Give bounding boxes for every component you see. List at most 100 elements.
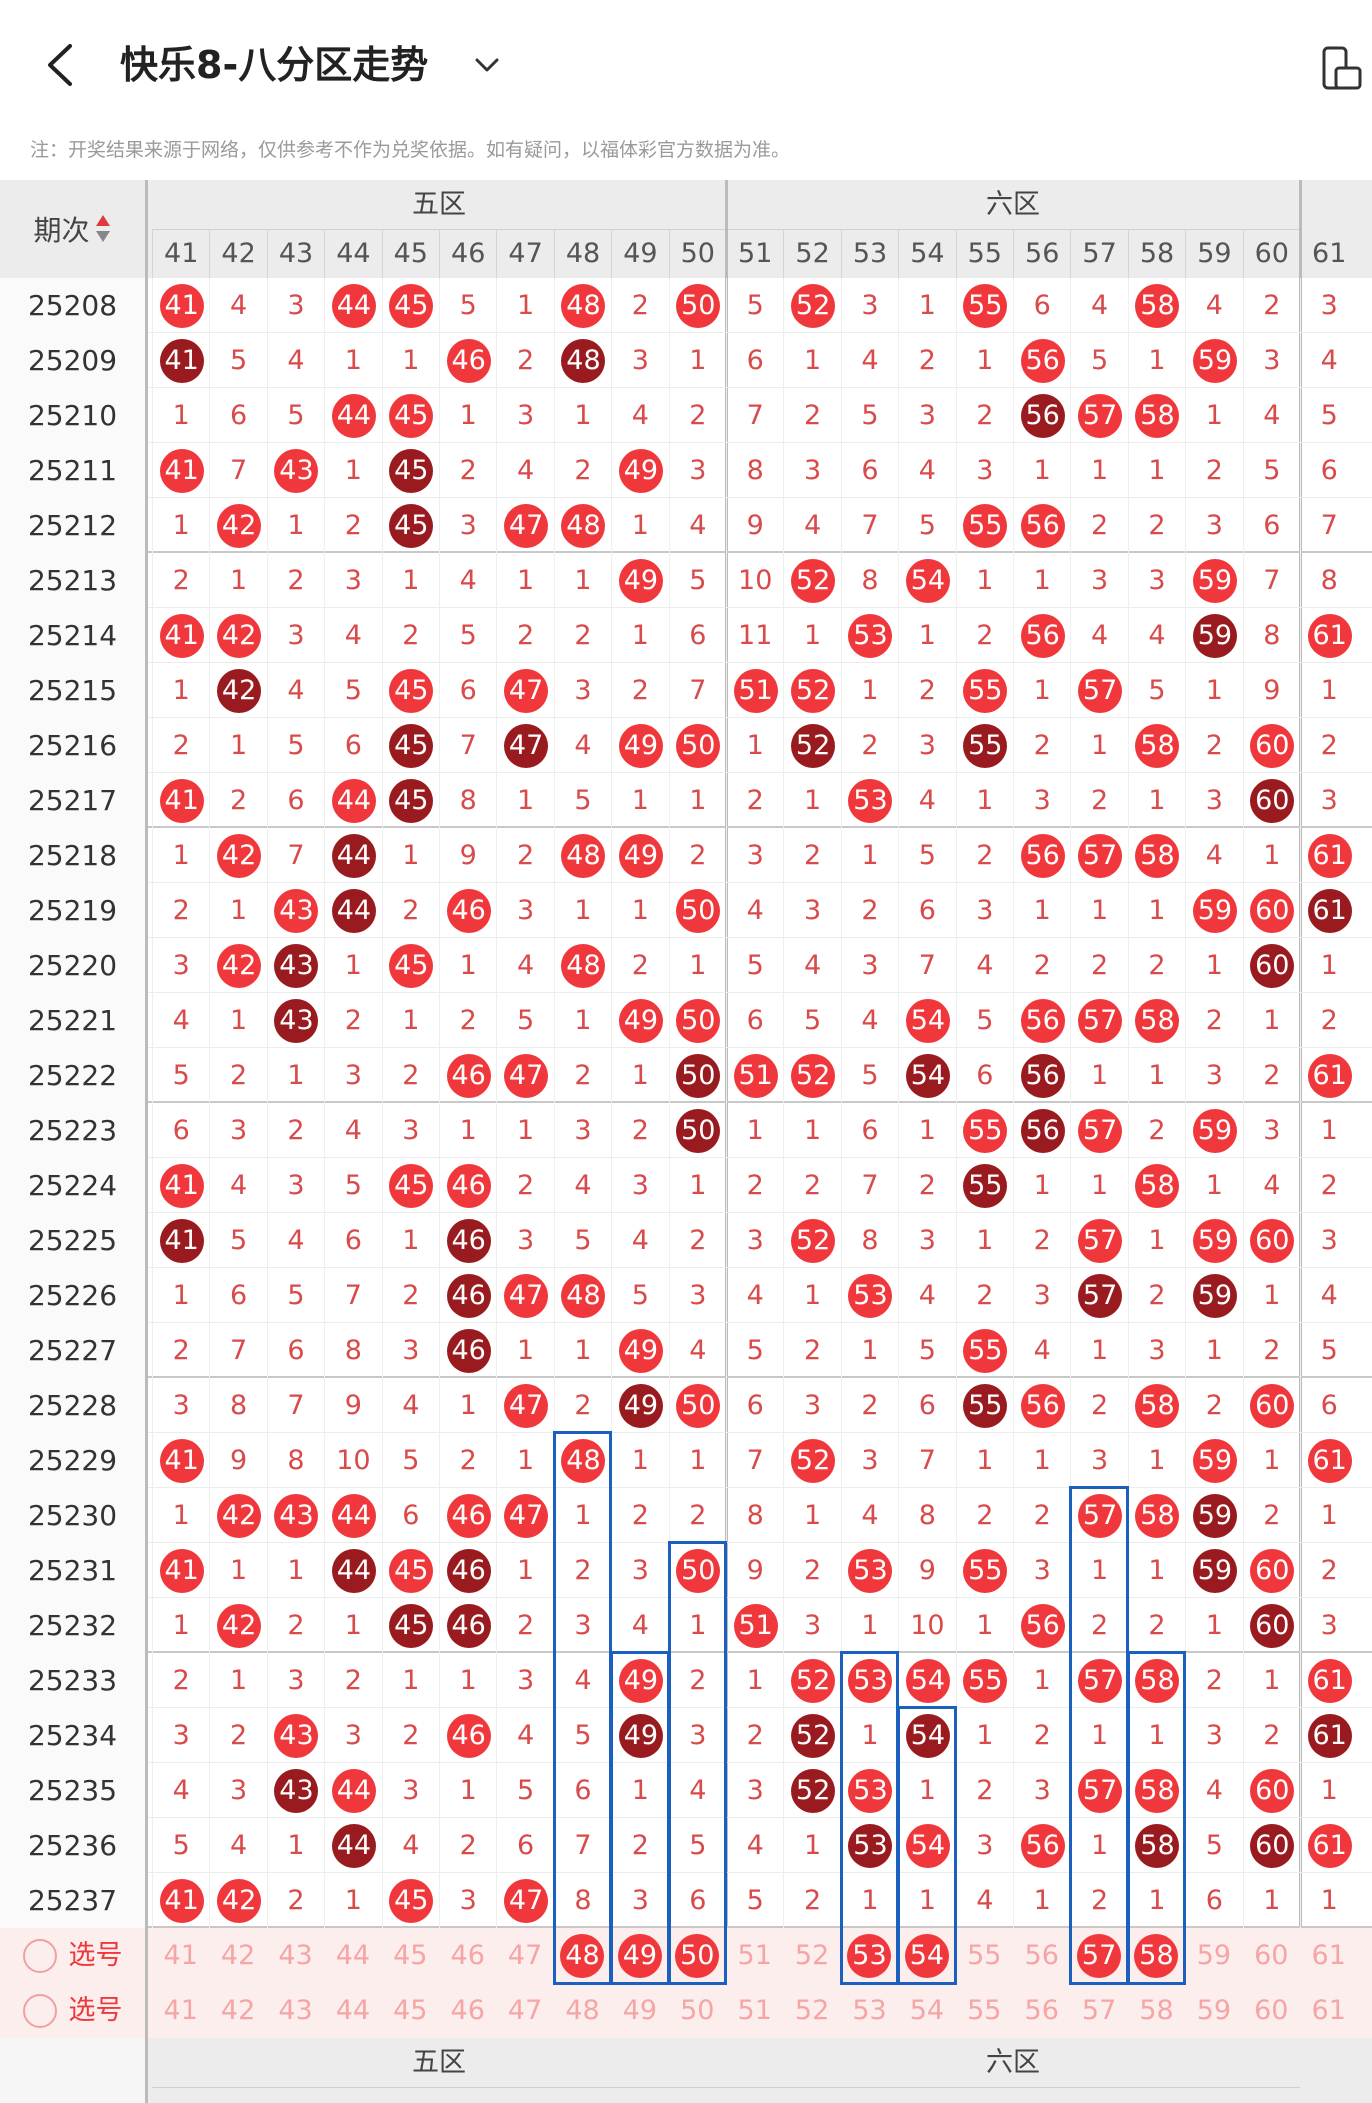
table-cell: 1 [955, 333, 1013, 388]
selected-number-ball[interactable]: 58 [1134, 1933, 1179, 1978]
pick-cell[interactable]: 46 [450, 1940, 485, 1971]
sort-icon[interactable] [94, 213, 112, 245]
selected-number-ball[interactable]: 50 [675, 1933, 720, 1978]
pick-cell[interactable]: 49 [611, 1928, 668, 1983]
drawn-number-ball: 42 [217, 1603, 262, 1648]
pick-cell[interactable]: 54 [898, 1928, 955, 1983]
pick-cell[interactable]: 43 [278, 1995, 313, 2026]
pick-cell[interactable]: 48 [565, 1995, 600, 2026]
pick-cell[interactable]: 49 [622, 1995, 658, 2026]
table-cell: 3 [1013, 773, 1070, 828]
pick-cell[interactable]: 55 [967, 1995, 1002, 2026]
drawn-number-ball: 53 [848, 1823, 893, 1868]
table-cell: 1 [783, 1268, 840, 1323]
selected-number-ball[interactable]: 53 [847, 1933, 892, 1978]
pick-cell[interactable]: 47 [507, 1995, 543, 2026]
drawn-number-ball: 58 [1135, 283, 1180, 328]
table-cell: 43 [266, 883, 324, 938]
period-header[interactable]: 期次 [0, 180, 148, 278]
pick-cell[interactable]: 61 [1311, 1995, 1346, 2026]
rotate-screen-icon[interactable] [1320, 44, 1364, 94]
pick-cell[interactable]: 41 [163, 1995, 198, 2026]
selected-number-ball[interactable]: 54 [904, 1933, 949, 1978]
table-cell: 5 [439, 278, 496, 333]
table-cell: 1 [1127, 1433, 1185, 1488]
pick-cell[interactable]: 50 [669, 1928, 726, 1983]
pick-cell[interactable]: 45 [393, 1940, 428, 1971]
table-cell: 2 [1300, 993, 1357, 1048]
pick-cell[interactable]: 55 [967, 1940, 1002, 1971]
pick-cell[interactable]: 48 [554, 1928, 611, 1983]
drawn-number-ball: 47 [504, 1878, 549, 1923]
table-cell: 1 [726, 718, 783, 773]
table-cell: 1 [496, 553, 553, 608]
pick-cell[interactable]: 56 [1024, 1995, 1059, 2026]
table-cell: 2 [840, 1378, 898, 1433]
pick-cell[interactable]: 58 [1128, 1928, 1185, 1983]
table-cell: 2 [439, 1433, 496, 1488]
selected-number-ball[interactable]: 49 [617, 1933, 662, 1978]
selected-number-ball[interactable]: 57 [1077, 1933, 1122, 1978]
pick-cell[interactable]: 57 [1081, 1995, 1117, 2026]
table-cell: 43 [266, 993, 324, 1048]
drawn-number-ball: 47 [504, 1273, 549, 1318]
drawn-number-ball: 49 [618, 1658, 663, 1703]
column-number-header: 50 [668, 230, 726, 278]
pick-cell[interactable]: 53 [852, 1995, 887, 2026]
table-cell: 3 [1127, 553, 1185, 608]
pick-cell[interactable]: 46 [450, 1995, 485, 2026]
drawn-number-ball: 59 [1192, 338, 1237, 383]
zone-header: 六区 [726, 180, 1300, 230]
pick-cell[interactable]: 60 [1254, 1940, 1289, 1971]
pick-cell[interactable]: 42 [220, 1995, 256, 2026]
pick-cell[interactable]: 52 [794, 1995, 830, 2026]
table-cell: 1 [1013, 1653, 1070, 1708]
pick-cell[interactable]: 44 [335, 1995, 371, 2026]
table-cell: 2 [955, 608, 1013, 663]
table-cell: 5 [152, 1818, 209, 1873]
pick-label-cell[interactable]: 选号 [0, 1928, 148, 1983]
back-arrow-icon[interactable] [40, 40, 80, 90]
pick-cell[interactable]: 53 [841, 1928, 898, 1983]
pick-cell[interactable]: 47 [507, 1940, 543, 1971]
footer-period-cell: - [0, 2038, 148, 2103]
pick-label-cell[interactable]: 选号 [0, 1983, 148, 2038]
period-cell: 25231 [0, 1543, 148, 1598]
drawn-number-ball: 52 [791, 1768, 836, 1813]
pick-cell[interactable]: 58 [1139, 1995, 1174, 2026]
selected-number-ball[interactable]: 48 [560, 1933, 605, 1978]
pick-cell[interactable]: 51 [737, 1995, 772, 2026]
page-title[interactable]: 快乐8-八分区走势 [120, 43, 429, 87]
pick-cell[interactable]: 42 [220, 1940, 256, 1971]
pick-cell[interactable]: 50 [680, 1995, 715, 2026]
drawn-number-ball: 41 [159, 283, 204, 328]
pick-cell[interactable]: 61 [1311, 1940, 1346, 1971]
table-cell: 58 [1127, 828, 1185, 883]
pick-radio-icon[interactable] [22, 1993, 57, 2028]
table-cell: 6 [1185, 1873, 1242, 1928]
table-cell: 2 [1242, 278, 1300, 333]
drawn-number-ball: 59 [1192, 1218, 1237, 1263]
pick-cell[interactable]: 57 [1070, 1928, 1127, 1983]
pick-row: 选号 41 42 43 44 45 46 47 48 49 50 51 52 53 54 55 56 57 58 59… [0, 1983, 1372, 2038]
pick-cell[interactable]: 43 [278, 1940, 313, 1971]
table-cell: 3 [955, 443, 1013, 498]
pick-cell[interactable]: 59 [1196, 1995, 1232, 2026]
table-cell: 6 [726, 333, 783, 388]
highlight-box [1126, 1651, 1187, 1985]
pick-cell[interactable]: 60 [1254, 1995, 1289, 2026]
pick-cell[interactable]: 41 [163, 1940, 198, 1971]
pick-cell[interactable]: 52 [794, 1940, 830, 1971]
pick-cell[interactable]: 44 [335, 1940, 371, 1971]
table-cell: 1 [152, 828, 209, 883]
drawn-number-ball: 44 [331, 283, 376, 328]
pick-cell[interactable]: 51 [737, 1940, 772, 1971]
table-cell: 58 [1127, 1763, 1185, 1818]
pick-cell[interactable]: 59 [1196, 1940, 1232, 1971]
chevron-down-icon[interactable] [472, 50, 502, 80]
pick-cell[interactable]: 54 [909, 1995, 945, 2026]
pick-radio-icon[interactable] [22, 1938, 57, 1973]
pick-cell[interactable]: 56 [1024, 1940, 1059, 1971]
table-cell: 2 [898, 333, 955, 388]
pick-cell[interactable]: 45 [393, 1995, 428, 2026]
